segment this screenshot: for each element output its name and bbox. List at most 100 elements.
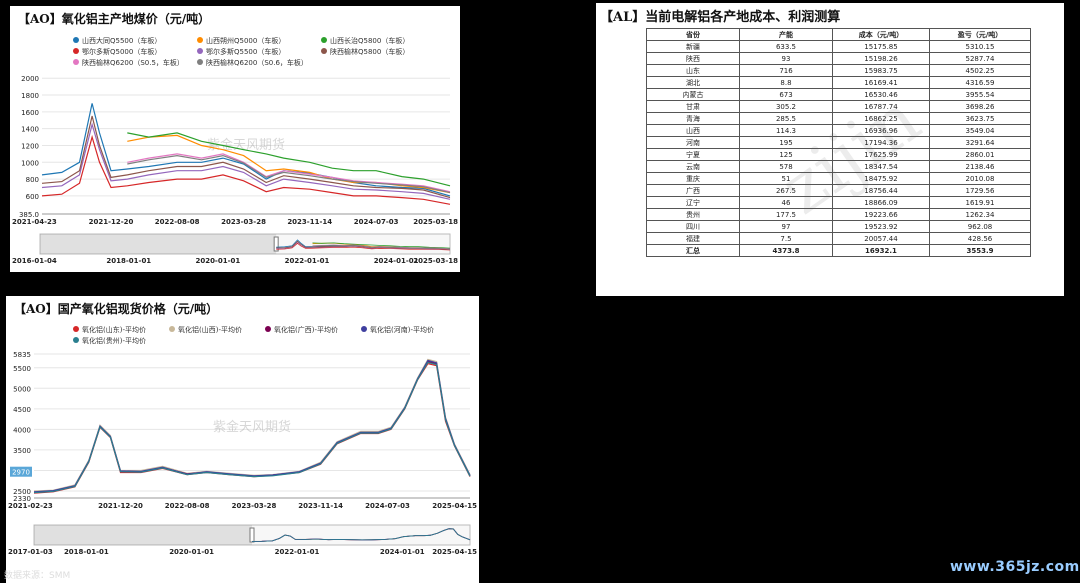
y-tick-label: 1600 <box>21 109 39 117</box>
table-cell: 16530.46 <box>832 88 930 101</box>
legend-label: 山西大同Q5500（车板） <box>82 36 161 45</box>
table-cell: 18347.54 <box>832 160 930 173</box>
table-cell: 15983.75 <box>832 64 930 77</box>
table-cell: 3698.26 <box>929 100 1031 113</box>
table-cell: 青海 <box>646 112 740 125</box>
col-capacity: 产能 <box>739 28 833 41</box>
x-tick-label: 2025-04-15 <box>432 502 477 510</box>
table-cell: 19223.66 <box>832 208 930 221</box>
table-cell: 湖北 <box>646 76 740 89</box>
navigator-track <box>39 233 451 255</box>
table-total-row: 汇总 4373.8 16932.1 3553.9 <box>646 244 1031 257</box>
table-cell: 195 <box>739 136 833 149</box>
table-cell: 16936.96 <box>832 124 930 137</box>
site-watermark: www.365jz.com <box>950 559 1080 575</box>
y-tick-label: 800 <box>26 176 39 184</box>
legend-marker <box>197 48 203 54</box>
chart-watermark: 紫金天风期货 <box>207 137 285 153</box>
table-cell: 97 <box>739 220 833 233</box>
series-line <box>41 122 451 200</box>
y-tick-label: 3500 <box>13 447 31 455</box>
alumina-price-chart[interactable]: 氧化铝(山东)-平均价 氧化铝(山西)-平均价 氧化铝(广西)-平均价 氧化铝(河南)… <box>6 296 479 583</box>
navigator-handle[interactable] <box>249 527 255 543</box>
series-line <box>33 361 471 494</box>
legend-label: 陕西榆林Q6200（S0.5，车板） <box>82 58 184 67</box>
cost-profit-table: 省份 产能 成本（元/吨） 盈亏（元/吨） 新疆 633.5 15175.85 531… <box>646 28 1031 257</box>
table-cell: 125 <box>739 148 833 161</box>
table-cell: 18866.09 <box>832 196 930 209</box>
legend-marker <box>321 48 327 54</box>
table-total-cell: 3553.9 <box>929 244 1031 257</box>
table-cell: 16787.74 <box>832 100 930 113</box>
table-row: 四川 97 19523.92 962.08 <box>646 220 1031 233</box>
x-tick-label: 2023-03-28 <box>221 218 266 226</box>
navigator-series <box>312 244 451 250</box>
navigator-series <box>251 528 471 542</box>
table-cell: 17194.36 <box>832 136 930 149</box>
table-cell: 新疆 <box>646 40 740 53</box>
table-header-row: 省份 产能 成本（元/吨） 盈亏（元/吨） <box>646 28 1031 41</box>
legend-marker <box>73 37 79 43</box>
navigator-mask <box>34 525 252 545</box>
table-total-cell: 4373.8 <box>739 244 833 257</box>
legend-marker <box>73 48 79 54</box>
legend-label: 山西长治Q5800（车板） <box>330 36 409 45</box>
navigator-tick-label: 2022-01-01 <box>275 548 320 556</box>
legend-label: 陕西榆林Q6200（S0.6，车板） <box>206 58 308 67</box>
coal-chart-title: 【AO】氧化铝主产地煤价（元/吨） <box>18 12 211 26</box>
col-profit: 盈亏（元/吨） <box>929 28 1031 41</box>
table-row: 福建 7.5 20057.44 428.56 <box>646 232 1031 245</box>
y-tick-label: 5000 <box>13 385 31 393</box>
navigator-tick-label: 2024-01-01 <box>374 257 419 265</box>
navigator-tick-label: 2018-01-01 <box>64 548 109 556</box>
table-cell: 甘肃 <box>646 100 740 113</box>
series-line <box>41 115 451 199</box>
table-cell: 3623.75 <box>929 112 1031 125</box>
alumina-chart-title: 【AO】国产氧化铝现货价格（元/吨） <box>14 302 219 316</box>
y-tick-label: 2500 <box>13 488 31 496</box>
table-row: 河南 195 17194.36 3291.64 <box>646 136 1031 149</box>
navigator-tick-label: 2022-01-01 <box>285 257 330 265</box>
table-cell: 7.5 <box>739 232 833 245</box>
series-line <box>41 103 451 197</box>
table-cell: 3955.54 <box>929 88 1031 101</box>
x-tick-label: 2025-03-18 <box>413 218 458 226</box>
table-total-cell: 16932.1 <box>832 244 930 257</box>
data-source: 数据来源：SMM <box>4 571 71 581</box>
navigator-tick-label: 2020-01-01 <box>195 257 240 265</box>
x-tick-label: 2021-02-23 <box>8 502 53 510</box>
legend-marker <box>197 37 203 43</box>
table-row: 甘肃 305.2 16787.74 3698.26 <box>646 100 1031 113</box>
legend-marker <box>169 326 175 332</box>
legend-marker <box>73 337 79 343</box>
table-cell: 578 <box>739 160 833 173</box>
table-row: 山东 716 15983.75 4502.25 <box>646 64 1031 77</box>
table-cell: 4502.25 <box>929 64 1031 77</box>
navigator-tick-label: 2025-04-15 <box>432 548 477 556</box>
navigator-tick-label: 2018-01-01 <box>106 257 151 265</box>
x-tick-label: 2021-12-20 <box>98 502 143 510</box>
legend-label: 氧化铝(山西)-平均价 <box>178 325 242 334</box>
x-tick-label: 2023-11-14 <box>298 502 343 510</box>
table-total-cell: 汇总 <box>646 244 740 257</box>
coal-price-chart[interactable]: 山西大同Q5500（车板） 山西朔州Q5000（车板） 山西长治Q5800（车板） 鄂… <box>10 6 460 272</box>
table-cell: 福建 <box>646 232 740 245</box>
navigator-series <box>276 240 451 250</box>
table-cell: 1262.34 <box>929 208 1031 221</box>
table-cell: 内蒙古 <box>646 88 740 101</box>
table-cell: 4316.59 <box>929 76 1031 89</box>
y-tick-label: 2330 <box>13 495 31 503</box>
y-tick-label: 5500 <box>13 365 31 373</box>
legend-label: 氧化铝(河南)-平均价 <box>370 325 434 334</box>
table-cell: 1619.91 <box>929 196 1031 209</box>
table-cell: 陕西 <box>646 52 740 65</box>
x-tick-label: 2022-08-08 <box>165 502 210 510</box>
y-tick-label: 1000 <box>21 159 39 167</box>
table-cell: 2010.08 <box>929 172 1031 185</box>
legend-marker <box>361 326 367 332</box>
table-cell: 3291.64 <box>929 136 1031 149</box>
legend-marker <box>73 326 79 332</box>
table-cell: 河南 <box>646 136 740 149</box>
y-tick-label: 385.0 <box>19 211 39 219</box>
navigator-handle[interactable] <box>273 236 279 252</box>
